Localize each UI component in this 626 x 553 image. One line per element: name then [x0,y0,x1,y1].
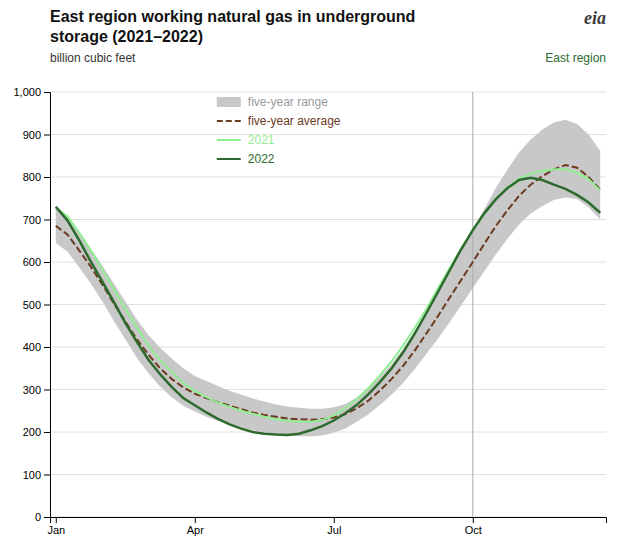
y-tick-mark [44,347,50,348]
x-tick-label: Oct [465,524,482,536]
range-area [56,120,600,437]
y-tick-mark [44,305,50,306]
y-tick: 200 [23,426,50,438]
legend-label: five-year average [248,114,341,128]
y-tick: 400 [23,341,50,353]
y-tick: 0 [35,511,50,523]
y-tick-mark [44,432,50,433]
legend-label: 2022 [248,152,275,166]
y-tick-label: 800 [23,171,41,183]
y-tick: 800 [23,171,50,183]
grid-line [50,304,606,305]
series-line [56,178,600,435]
legend-label: five-year range [248,95,328,109]
x-tick-mark [334,517,335,523]
y-tick-label: 1,000 [13,86,41,98]
title: East region working natural gas in under… [50,8,415,25]
y-tick-label: 600 [23,256,41,268]
y-tick-label: 400 [23,341,41,353]
x-tick-label: Jul [327,524,341,536]
y-tick-label: 100 [23,469,41,481]
annotation: eia [584,8,606,28]
grid-line [50,92,606,93]
grid-line [50,134,606,135]
x-tick-mark [195,517,196,523]
legend-swatch [217,158,241,160]
x-tick-mark [56,517,57,523]
y-axis-line [44,93,51,518]
legend-label: 2021 [248,133,275,147]
y-tick-mark [44,475,50,476]
marks [56,92,600,517]
y-tick: 600 [23,256,50,268]
grid-line [50,474,606,475]
y-tick-mark [44,262,50,263]
grid [50,92,606,517]
series-line [56,169,600,421]
legend-item: five-year range [217,95,328,109]
legend-swatch [217,97,241,107]
y-tick-mark [44,220,50,221]
y-tick-mark [44,517,50,518]
y-tick-label: 700 [23,214,41,226]
series-line [56,165,600,420]
y-tick-label: 300 [23,384,41,396]
legend-swatch [217,120,241,122]
y-tick: 500 [23,299,50,311]
y-tick-mark [44,177,50,178]
chart: East region working natural gas in under… [0,0,626,553]
y-tick-mark [44,390,50,391]
x-tick-label: Apr [187,524,204,536]
grid-line [50,389,606,390]
plot: Jan Apr Jul Oct 0 100 200 300 400 500 600 700 800 900… [13,86,606,536]
y-tick-label: 200 [23,426,41,438]
legend-item: five-year average [217,114,341,128]
x-tick-mark [473,517,474,523]
y-tick: 1,000 [13,86,50,98]
subtitle: billion cubic feet [50,51,136,65]
y-tick: 100 [23,469,50,481]
legend-item: 2021 [217,133,275,147]
annotation: East region [545,51,606,65]
grid-line [50,262,606,263]
y-tick-label: 500 [23,299,41,311]
legend-swatch [217,139,241,141]
x-tick: Apr [187,517,204,536]
y-tick-mark [44,92,50,93]
x-axis: Jan Apr Jul Oct [47,517,606,536]
y-tick-mark [44,135,50,136]
y-tick-label: 0 [35,511,41,523]
legend-item: 2022 [217,152,275,166]
x-tick: Jul [327,517,341,536]
x-tick: Jan [47,517,65,536]
y-axis: 0 100 200 300 400 500 600 700 800 900 1,000 [13,86,50,523]
y-tick-label: 900 [23,129,41,141]
x-axis-line [51,518,607,524]
y-tick: 900 [23,129,50,141]
legend: five-year range five-year average 2021 2022 [217,95,341,166]
title: storage (2021–2022) [50,28,203,45]
reference-line [472,92,473,517]
y-tick: 700 [23,214,50,226]
y-tick: 300 [23,384,50,396]
x-tick: Oct [465,517,482,536]
x-tick-label: Jan [47,524,65,536]
